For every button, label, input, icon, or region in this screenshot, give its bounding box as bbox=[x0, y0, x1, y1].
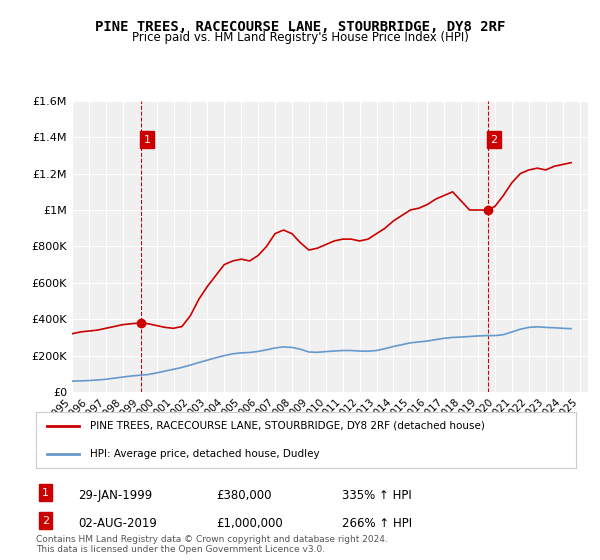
Text: 1: 1 bbox=[143, 134, 151, 144]
Text: 335% ↑ HPI: 335% ↑ HPI bbox=[342, 489, 412, 502]
Text: 2: 2 bbox=[490, 134, 497, 144]
Text: 2: 2 bbox=[42, 516, 49, 526]
Text: 02-AUG-2019: 02-AUG-2019 bbox=[78, 517, 157, 530]
Text: £1,000,000: £1,000,000 bbox=[216, 517, 283, 530]
Text: 1: 1 bbox=[42, 488, 49, 498]
Text: PINE TREES, RACECOURSE LANE, STOURBRIDGE, DY8 2RF: PINE TREES, RACECOURSE LANE, STOURBRIDGE… bbox=[95, 20, 505, 34]
Text: PINE TREES, RACECOURSE LANE, STOURBRIDGE, DY8 2RF (detached house): PINE TREES, RACECOURSE LANE, STOURBRIDGE… bbox=[90, 421, 485, 431]
Text: HPI: Average price, detached house, Dudley: HPI: Average price, detached house, Dudl… bbox=[90, 449, 320, 459]
Text: Price paid vs. HM Land Registry's House Price Index (HPI): Price paid vs. HM Land Registry's House … bbox=[131, 31, 469, 44]
Text: £380,000: £380,000 bbox=[216, 489, 271, 502]
Text: 29-JAN-1999: 29-JAN-1999 bbox=[78, 489, 152, 502]
Text: 266% ↑ HPI: 266% ↑ HPI bbox=[342, 517, 412, 530]
Text: Contains HM Land Registry data © Crown copyright and database right 2024.
This d: Contains HM Land Registry data © Crown c… bbox=[36, 535, 388, 554]
